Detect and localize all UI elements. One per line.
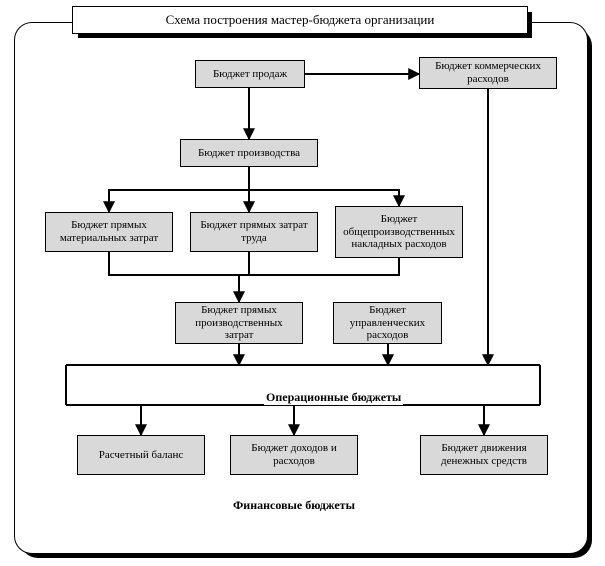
title-box: Схема построения мастер-бюджета организа…	[72, 6, 528, 34]
title-text: Схема построения мастер-бюджета организа…	[166, 12, 435, 27]
node-admin-label: Бюджет управленческих расходов	[338, 304, 437, 342]
node-production-label: Бюджет производства	[198, 147, 300, 160]
node-admin: Бюджет управленческих расходов	[333, 302, 442, 344]
node-profit-loss: Бюджет доходов и расходов	[230, 435, 358, 475]
node-materials: Бюджет прямых материальных затрат	[45, 212, 173, 252]
node-sales: Бюджет продаж	[195, 60, 305, 88]
node-overhead: Бюджет общепроизводственных накладных ра…	[335, 206, 463, 258]
label-operational-budgets: Операционные бюджеты	[264, 390, 403, 405]
node-balance: Расчетный баланс	[77, 435, 205, 475]
node-direct-cost: Бюджет прямых производственных затрат	[175, 302, 303, 344]
node-profit-loss-label: Бюджет доходов и расходов	[235, 442, 353, 467]
node-commercial-label: Бюджет коммерческих расходов	[424, 60, 552, 85]
node-labor-label: Бюджет прямых затрат труда	[195, 219, 313, 244]
node-production: Бюджет производства	[180, 139, 318, 167]
node-labor: Бюджет прямых затрат труда	[190, 212, 318, 252]
node-direct-cost-label: Бюджет прямых производственных затрат	[180, 304, 298, 342]
node-cash-flow-label: Бюджет движения денежных средств	[425, 442, 543, 467]
node-cash-flow: Бюджет движения денежных средств	[420, 435, 548, 475]
node-sales-label: Бюджет продаж	[213, 68, 287, 81]
node-overhead-label: Бюджет общепроизводственных накладных ра…	[340, 213, 458, 251]
node-balance-label: Расчетный баланс	[99, 449, 184, 462]
label-financial-budgets: Финансовые бюджеты	[231, 498, 357, 513]
node-materials-label: Бюджет прямых материальных затрат	[50, 219, 168, 244]
node-commercial: Бюджет коммерческих расходов	[419, 57, 557, 89]
